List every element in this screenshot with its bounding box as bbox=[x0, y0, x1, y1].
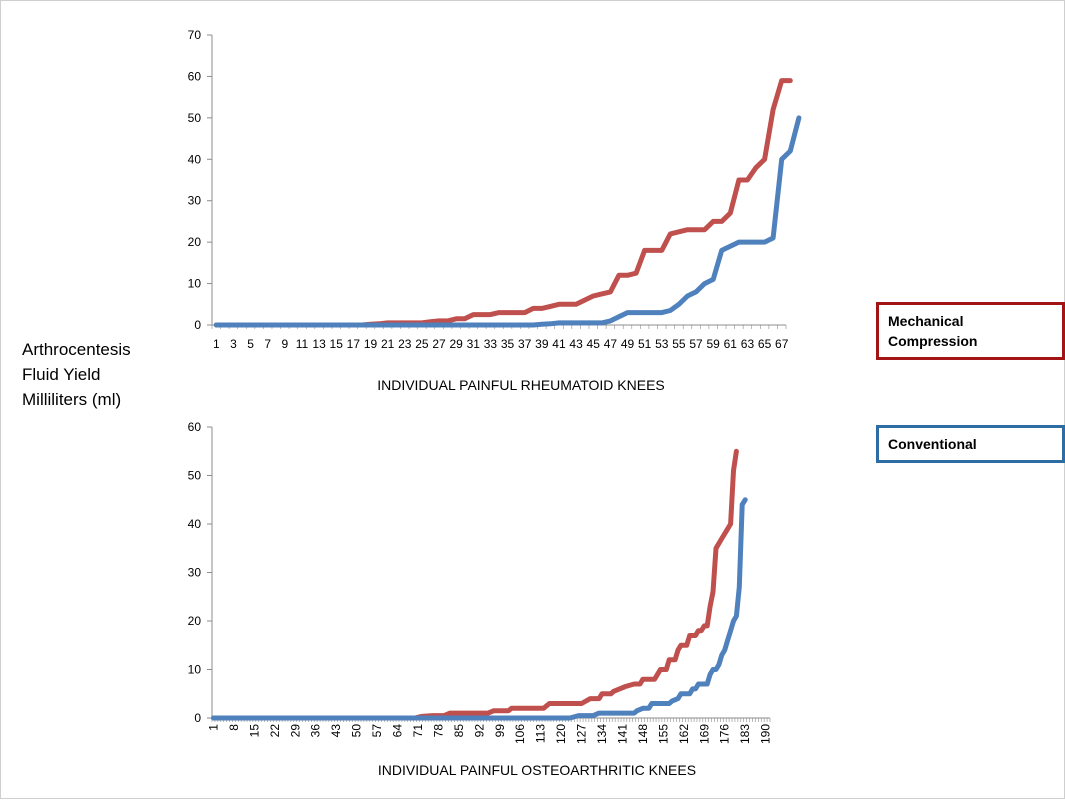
y-tick-label: 40 bbox=[188, 517, 202, 531]
x-tick-label: 92 bbox=[472, 724, 486, 738]
x-tick-label: 47 bbox=[604, 337, 618, 351]
x-tick-label: 57 bbox=[689, 337, 703, 351]
y-tick-label: 60 bbox=[188, 420, 202, 434]
x-tick-label: 43 bbox=[329, 724, 343, 738]
x-tick-label: 15 bbox=[247, 724, 261, 738]
y-tick-label: 20 bbox=[188, 235, 202, 249]
x-tick-label: 67 bbox=[775, 337, 789, 351]
x-tick-label: 53 bbox=[655, 337, 669, 351]
y-tick-label: 20 bbox=[188, 614, 202, 628]
legend-conventional: Conventional bbox=[876, 425, 1065, 463]
x-tick-label: 21 bbox=[381, 337, 395, 351]
x-tick-label: 134 bbox=[595, 724, 609, 744]
x-tick-label: 29 bbox=[288, 724, 302, 738]
x-tick-label: 49 bbox=[621, 337, 635, 351]
y-tick-label: 60 bbox=[188, 69, 202, 83]
x-tick-label: 39 bbox=[535, 337, 549, 351]
x-tick-label: 63 bbox=[741, 337, 755, 351]
x-tick-label: 11 bbox=[296, 337, 309, 351]
x-tick-label: 50 bbox=[350, 724, 364, 738]
x-tick-label: 64 bbox=[391, 724, 405, 738]
x-tick-label: 183 bbox=[738, 724, 752, 744]
x-tick-label: 127 bbox=[575, 724, 589, 744]
x-tick-label: 3 bbox=[230, 337, 237, 351]
y-tick-label: 70 bbox=[188, 28, 202, 42]
x-tick-label: 41 bbox=[552, 337, 566, 351]
x-tick-label: 57 bbox=[370, 724, 384, 738]
x-tick-label: 9 bbox=[281, 337, 288, 351]
x-tick-label: 37 bbox=[518, 337, 532, 351]
legend-mechanical-label-line-1: Mechanical bbox=[888, 313, 964, 329]
y-axis-label-line-1: Arthrocentesis bbox=[22, 340, 131, 359]
x-tick-label: 190 bbox=[759, 724, 773, 744]
y-tick-label: 0 bbox=[194, 318, 201, 332]
x-tick-label: 113 bbox=[534, 724, 548, 743]
x-tick-label: 51 bbox=[638, 337, 652, 351]
y-tick-label: 50 bbox=[188, 469, 202, 483]
x-tick-label: 78 bbox=[431, 724, 445, 738]
x-tick-label: 31 bbox=[467, 337, 481, 351]
series-line-mechanical-compression bbox=[211, 448, 739, 721]
x-axis-title: INDIVIDUAL PAINFUL RHEUMATOID KNEES bbox=[377, 377, 665, 393]
x-tick-label: 71 bbox=[411, 724, 425, 738]
legend-mechanical-label-line-2: Compression bbox=[888, 333, 978, 349]
x-tick-label: 176 bbox=[718, 724, 732, 744]
x-tick-label: 29 bbox=[449, 337, 463, 351]
series-line-mechanical-compression bbox=[213, 78, 793, 328]
x-tick-label: 1 bbox=[206, 724, 220, 731]
x-tick-label: 33 bbox=[484, 337, 498, 351]
x-tick-label: 25 bbox=[415, 337, 429, 351]
x-tick-label: 43 bbox=[569, 337, 583, 351]
x-tick-label: 45 bbox=[587, 337, 601, 351]
series-line-conventional bbox=[211, 497, 748, 721]
x-tick-label: 8 bbox=[227, 724, 241, 731]
x-tick-label: 99 bbox=[493, 724, 507, 738]
x-tick-label: 22 bbox=[268, 724, 282, 738]
legend-conventional-label: Conventional bbox=[888, 436, 977, 452]
x-tick-label: 55 bbox=[672, 337, 686, 351]
x-tick-label: 169 bbox=[697, 724, 711, 744]
x-tick-label: 17 bbox=[347, 337, 361, 351]
y-tick-label: 40 bbox=[188, 152, 202, 166]
x-tick-label: 5 bbox=[247, 337, 254, 351]
y-axis-label-line-2: Fluid Yield bbox=[22, 365, 101, 384]
y-tick-label: 10 bbox=[188, 277, 202, 291]
x-tick-label: 120 bbox=[554, 724, 568, 744]
osteoarthritic-chart: 0 10 20 30 40 50 60 1 8 15 22 29 36 43 50 57 64 71 78 85 92 9… bbox=[188, 420, 773, 778]
x-tick-label: 61 bbox=[724, 337, 738, 351]
x-axis-title: INDIVIDUAL PAINFUL OSTEOARTHRITIC KNEES bbox=[378, 762, 696, 778]
x-tick-label: 59 bbox=[706, 337, 720, 351]
y-tick-label: 0 bbox=[194, 711, 201, 725]
series-line-conventional bbox=[213, 115, 802, 328]
x-tick-label: 35 bbox=[501, 337, 515, 351]
x-tick-label: 162 bbox=[677, 724, 691, 744]
legend-mechanical-compression: Mechanical Compression bbox=[876, 302, 1065, 360]
x-tick-label: 155 bbox=[656, 724, 670, 744]
x-tick-label: 19 bbox=[364, 337, 378, 351]
x-tick-label: 15 bbox=[330, 337, 344, 351]
x-tick-label: 85 bbox=[452, 724, 466, 738]
x-tick-label: 141 bbox=[615, 724, 629, 744]
y-tick-label: 50 bbox=[188, 111, 202, 125]
x-tick-label: 7 bbox=[264, 337, 271, 351]
x-tick-label: 13 bbox=[312, 337, 326, 351]
x-tick-label: 148 bbox=[636, 724, 650, 744]
x-tick-label: 106 bbox=[513, 724, 527, 744]
y-axis-label-line-3: Milliliters (ml) bbox=[22, 390, 122, 409]
y-tick-label: 30 bbox=[188, 566, 202, 580]
x-tick-label: 23 bbox=[398, 337, 412, 351]
x-tick-label: 27 bbox=[432, 337, 446, 351]
x-tick-label: 1 bbox=[213, 337, 220, 351]
x-tick-label: 65 bbox=[758, 337, 772, 351]
x-tick-label: 36 bbox=[309, 724, 323, 738]
y-tick-label: 10 bbox=[188, 663, 202, 677]
y-tick-label: 30 bbox=[188, 194, 202, 208]
